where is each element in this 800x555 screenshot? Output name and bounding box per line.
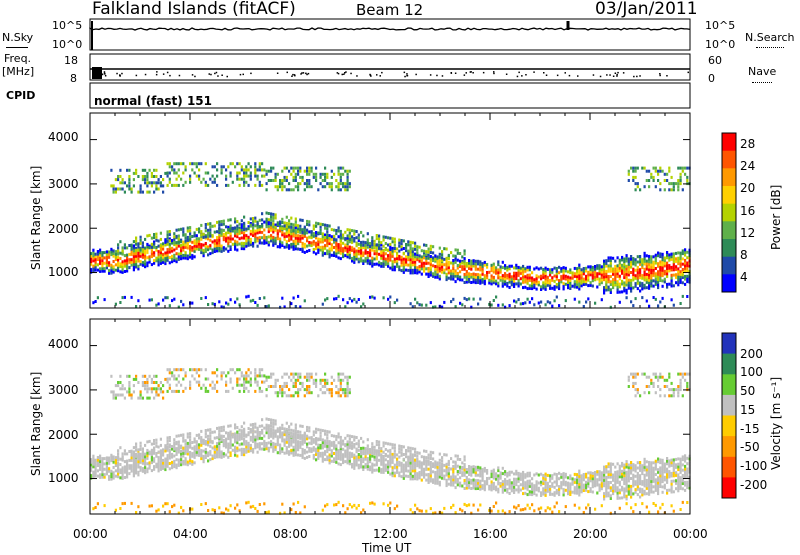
velocity-heatmap-cells	[90, 368, 691, 515]
velocity-colorbar-seg-1	[722, 354, 736, 375]
velocity-colorbar-seg-6	[722, 457, 736, 478]
power-colorbar-seg-5	[722, 221, 736, 239]
power-colorbar-seg-0	[722, 133, 736, 151]
cpid-panel-frame	[90, 83, 690, 108]
noise-panel-frame	[90, 19, 690, 50]
velocity-colorbar-seg-5	[722, 436, 736, 457]
noise-series-line	[90, 28, 690, 30]
velocity-colorbar-seg-7	[722, 477, 736, 498]
velocity-colorbar-seg-4	[722, 416, 736, 437]
velocity-colorbar-seg-2	[722, 374, 736, 395]
nave-dots	[96, 71, 689, 77]
power-colorbar-seg-8	[722, 274, 736, 292]
power-colorbar-seg-4	[722, 204, 736, 222]
power-colorbar-seg-6	[722, 239, 736, 257]
power-heatmap-cells	[90, 162, 691, 309]
power-colorbar-seg-1	[722, 151, 736, 169]
power-colorbar-seg-3	[722, 186, 736, 204]
power-colorbar-seg-2	[722, 168, 736, 186]
power-colorbar-seg-7	[722, 257, 736, 275]
velocity-colorbar-seg-3	[722, 395, 736, 416]
velocity-colorbar-seg-0	[722, 333, 736, 354]
